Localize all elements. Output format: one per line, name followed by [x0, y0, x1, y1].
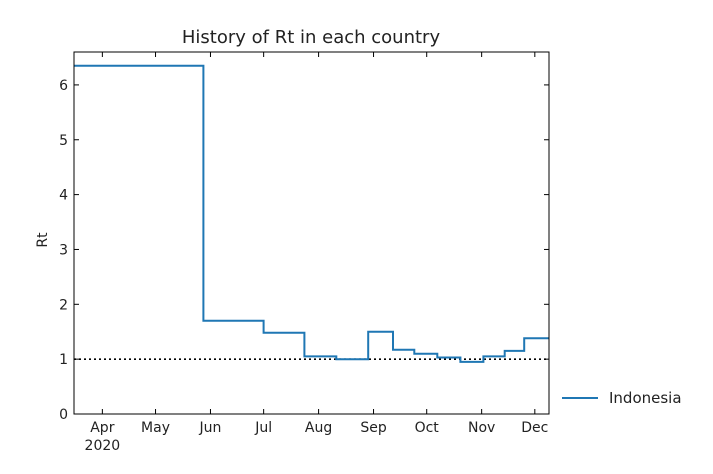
- x-tick-label: Dec: [521, 420, 548, 436]
- series-line-indonesia: [74, 64, 549, 363]
- y-axis-ticks: 0 1 2 3 4 5 6: [59, 78, 549, 423]
- y-tick-label: 6: [59, 78, 68, 94]
- chart-title: History of Rt in each country: [182, 27, 441, 48]
- x-tick-label: May: [141, 420, 170, 436]
- y-tick-label: 4: [59, 188, 68, 204]
- x-tick-label: Jul: [254, 420, 272, 436]
- y-tick-label: 0: [59, 407, 68, 423]
- y-axis-label: Rt: [35, 232, 51, 248]
- y-tick-label: 5: [59, 133, 68, 149]
- y-tick-label: 3: [59, 242, 68, 258]
- y-tick-label: 2: [59, 297, 68, 313]
- x-tick-label: Jun: [199, 420, 222, 436]
- legend-label-indonesia: Indonesia: [609, 389, 682, 407]
- x-tick-sublabel: 2020: [85, 438, 121, 454]
- plot-layer: [74, 64, 549, 363]
- x-axis-ticks: Apr 2020 May Jun Jul Aug Sep Oct Nov Dec: [85, 52, 548, 454]
- x-tick-label: Nov: [468, 420, 495, 436]
- x-tick-label: Aug: [305, 420, 332, 436]
- x-tick-label: Oct: [415, 420, 440, 436]
- y-tick-label: 1: [59, 352, 68, 368]
- legend: Indonesia: [562, 389, 682, 407]
- plot-frame: [73, 51, 550, 415]
- x-tick-label: Apr: [90, 420, 114, 436]
- x-tick-label: Sep: [360, 420, 387, 436]
